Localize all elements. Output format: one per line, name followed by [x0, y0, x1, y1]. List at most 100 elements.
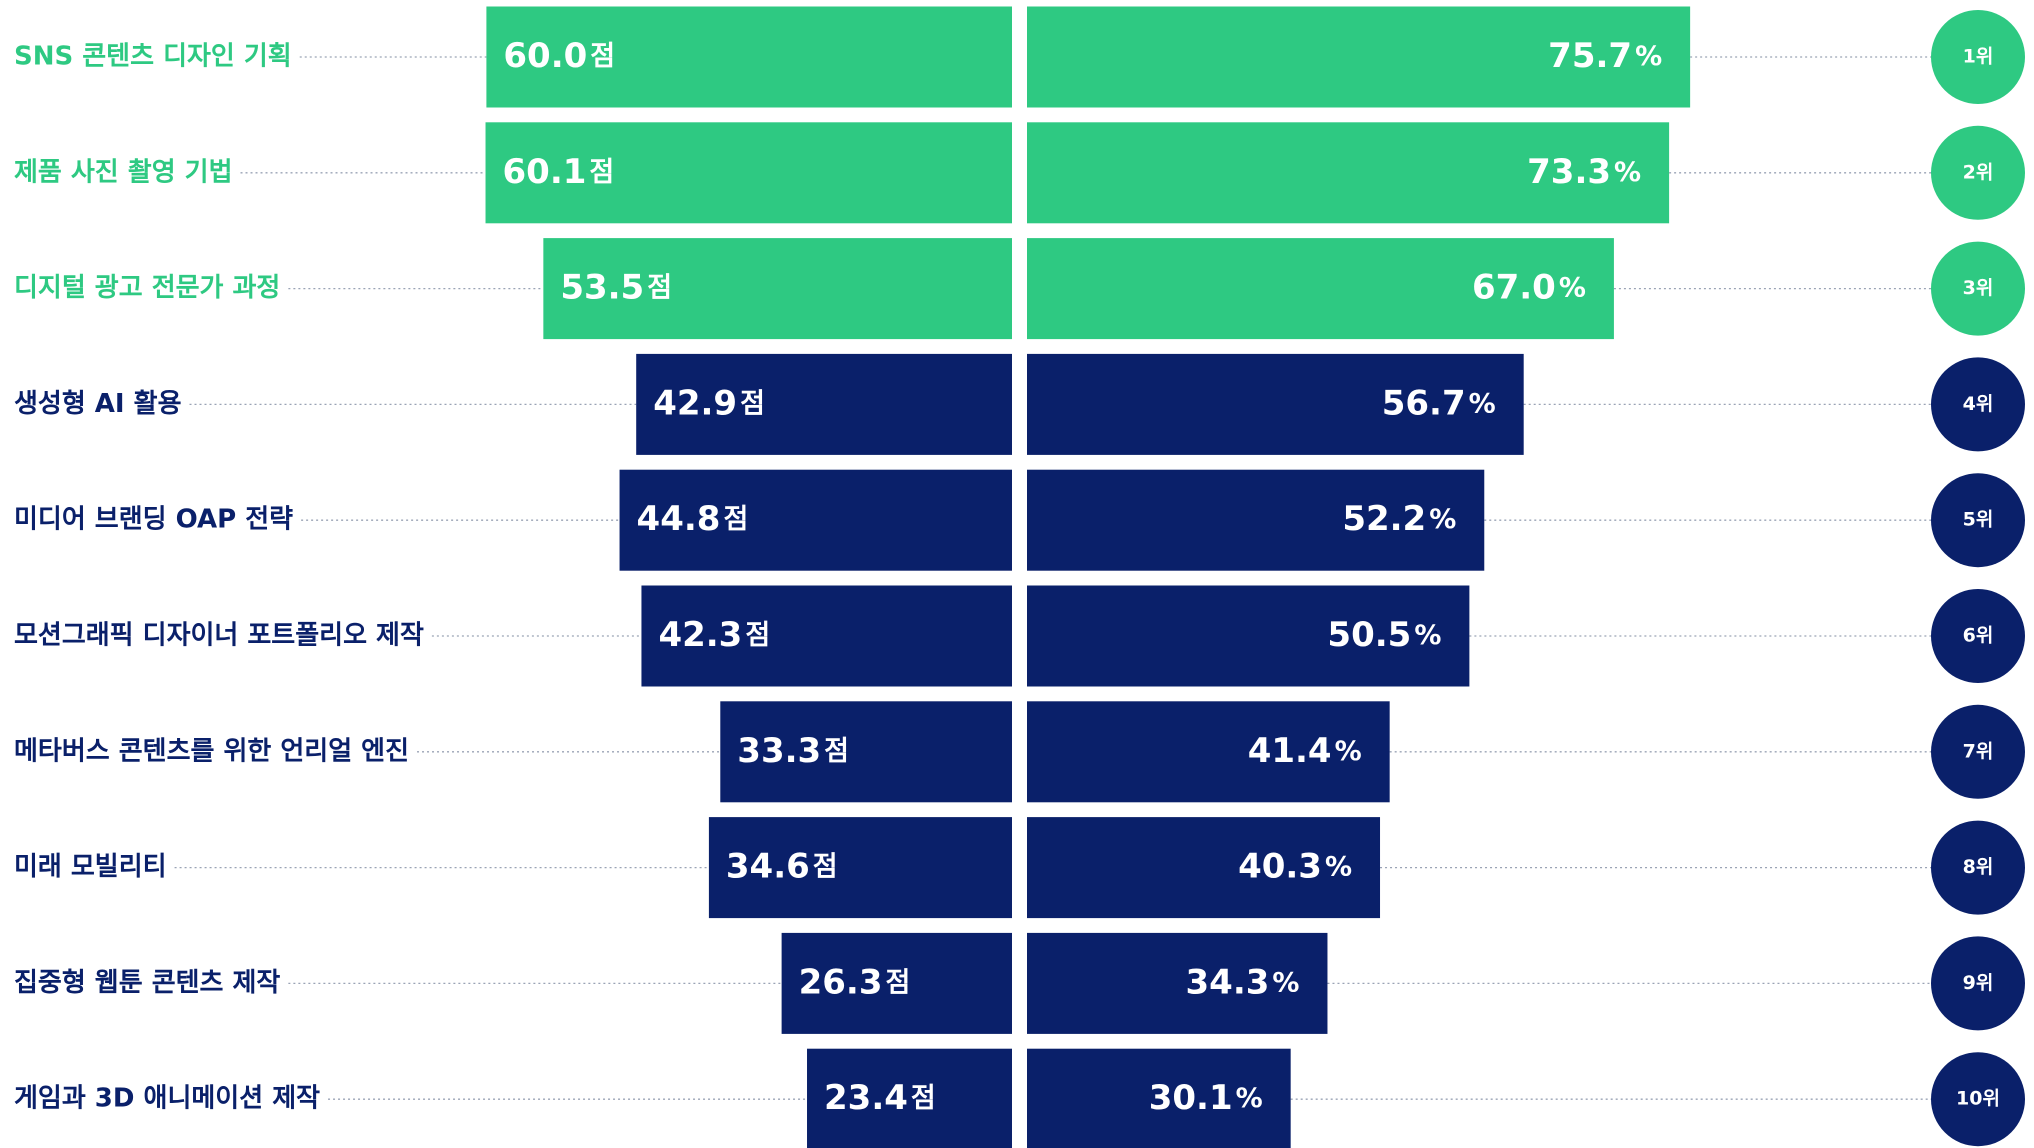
- value: 73.3: [1527, 151, 1611, 191]
- unit: %: [1559, 272, 1586, 303]
- left-bar: [486, 6, 1012, 108]
- category-label: 게임과 3D 애니메이션 제작: [14, 1084, 320, 1114]
- rank-badge: [1931, 10, 2025, 104]
- right-bar: [1027, 817, 1381, 919]
- right-value-label: 50.5%: [1327, 615, 1441, 655]
- category-label: 집중형 웹툰 콘텐츠 제작: [14, 968, 280, 998]
- rank-badge: [1931, 241, 2025, 336]
- category-label: SNS 콘텐츠 디자인 기획: [14, 42, 292, 72]
- left-value-label: 42.9 점: [653, 383, 765, 423]
- category-label: 생성형 AI 활용: [14, 389, 182, 419]
- value: 23.4: [824, 1078, 908, 1118]
- value: 34.6: [726, 846, 810, 886]
- right-bar: [1027, 1048, 1291, 1148]
- left-bar: [485, 122, 1012, 224]
- value: 40.3: [1238, 846, 1322, 886]
- right-bar: [1027, 469, 1485, 571]
- rank-badge: [1931, 936, 2025, 1031]
- right-bar: [1027, 122, 1670, 224]
- value: 42.9: [653, 383, 737, 423]
- value: 56.7: [1382, 383, 1466, 423]
- unit: 점: [911, 1083, 936, 1114]
- category-label: 모션그래픽 디자이너 포트폴리오 제작: [14, 621, 424, 651]
- right-value-label: 41.4%: [1248, 730, 1362, 770]
- category-label: 미래 모빌리티: [14, 852, 167, 882]
- rank-badge: [1931, 820, 2025, 915]
- left-value-label: 60.0 점: [503, 36, 615, 76]
- right-value-label: 73.3%: [1527, 151, 1641, 191]
- unit: 점: [723, 504, 748, 535]
- rank-label: 1위: [1963, 46, 1994, 68]
- rank-badge: [1931, 1052, 2025, 1147]
- unit: 점: [590, 41, 615, 72]
- rank-label: 3위: [1963, 277, 1994, 299]
- unit: 점: [745, 620, 770, 651]
- left-value-label: 42.3 점: [658, 615, 770, 655]
- unit: 점: [740, 388, 765, 419]
- left-bar: [619, 469, 1012, 571]
- rank-badge: [1931, 589, 2025, 683]
- rank-badge: [1931, 704, 2025, 799]
- right-value-label: 40.3%: [1238, 846, 1352, 886]
- left-value-label: 33.3 점: [737, 730, 849, 770]
- rank-badge: [1931, 473, 2025, 568]
- value: 34.3: [1186, 962, 1270, 1002]
- value: 52.2: [1342, 499, 1426, 539]
- value: 50.5: [1327, 615, 1411, 655]
- value: 53.5: [560, 267, 644, 307]
- left-bar: [807, 1048, 1012, 1148]
- unit: 점: [589, 156, 614, 187]
- unit: %: [1635, 41, 1662, 72]
- unit: %: [1469, 388, 1496, 419]
- rank-label: 10위: [1956, 1088, 2000, 1110]
- category-label: 제품 사진 촬영 기법: [14, 157, 233, 187]
- value: 67.0: [1472, 267, 1556, 307]
- category-label: 메타버스 콘텐츠를 위한 언리얼 엔진: [14, 736, 409, 766]
- rank-label: 5위: [1963, 509, 1994, 531]
- rank-label: 8위: [1963, 856, 1994, 878]
- right-value-label: 34.3%: [1186, 962, 1300, 1002]
- category-label: 미디어 브랜딩 OAP 전략: [14, 505, 293, 535]
- unit: %: [1335, 735, 1362, 766]
- left-bar: [781, 932, 1012, 1034]
- unit: 점: [886, 967, 911, 998]
- left-bar: [543, 238, 1012, 340]
- left-bar: [720, 701, 1012, 803]
- right-bar: [1027, 238, 1614, 340]
- rank-badge: [1931, 125, 2025, 220]
- right-bar: [1027, 6, 1691, 108]
- right-bar: [1027, 701, 1390, 803]
- left-value-label: 26.3 점: [799, 962, 911, 1002]
- unit: %: [1429, 504, 1456, 535]
- value: 26.3: [799, 962, 883, 1002]
- value: 42.3: [658, 615, 742, 655]
- right-value-label: 30.1%: [1149, 1078, 1263, 1118]
- unit: 점: [647, 272, 672, 303]
- value: 60.1: [503, 151, 587, 191]
- right-bar: [1027, 353, 1524, 455]
- left-bar: [641, 585, 1012, 687]
- unit: %: [1236, 1083, 1263, 1114]
- rank-label: 4위: [1963, 393, 1994, 415]
- left-value-label: 34.6 점: [726, 846, 838, 886]
- rank-label: 6위: [1963, 625, 1994, 647]
- left-bar: [636, 353, 1012, 455]
- left-value-label: 23.4 점: [824, 1078, 936, 1118]
- rank-label: 7위: [1963, 740, 1994, 762]
- right-value-label: 56.7%: [1382, 383, 1496, 423]
- right-bar: [1027, 932, 1328, 1034]
- unit: %: [1325, 851, 1352, 882]
- unit: %: [1614, 156, 1641, 187]
- value: 75.7: [1548, 36, 1632, 76]
- unit: %: [1272, 967, 1299, 998]
- left-value-label: 44.8 점: [637, 499, 749, 539]
- value: 33.3: [737, 730, 821, 770]
- right-bar: [1027, 585, 1470, 687]
- right-value-label: 52.2%: [1342, 499, 1456, 539]
- unit: 점: [813, 851, 838, 882]
- right-value-label: 67.0%: [1472, 267, 1586, 307]
- value: 44.8: [637, 499, 721, 539]
- value: 41.4: [1248, 730, 1332, 770]
- left-value-label: 53.5 점: [560, 267, 672, 307]
